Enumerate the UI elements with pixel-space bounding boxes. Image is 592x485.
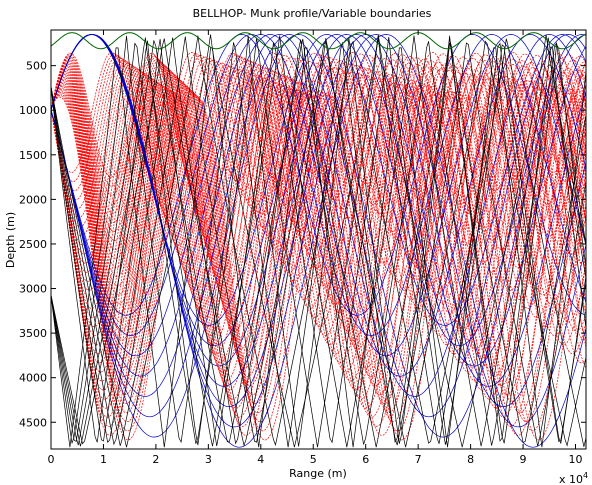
ray-line: [51, 55, 586, 196]
ray-line: [51, 80, 586, 346]
ray-line: [51, 34, 586, 448]
y-tick-label: 2000: [19, 193, 47, 206]
x-tick-label: 2: [152, 453, 159, 466]
y-axis-label: Depth (m): [4, 212, 17, 268]
ray-line: [51, 54, 586, 187]
ray-line: [51, 36, 586, 447]
chart-title: BELLHOP- Munk profile/Variable boundarie…: [193, 7, 432, 20]
x-exponent-label: x 104: [559, 471, 588, 485]
x-axis-label: Range (m): [289, 467, 347, 480]
x-tick-label: 6: [362, 453, 369, 466]
y-tick-label: 500: [26, 60, 47, 73]
ray-line: [51, 72, 586, 296]
x-tick-label: 0: [48, 453, 55, 466]
ray-line: [51, 85, 586, 373]
ray-line: [51, 65, 586, 255]
ray-line: [51, 38, 586, 448]
y-tick-label: 1500: [19, 149, 47, 162]
ray-line: [51, 34, 586, 407]
axes: 0 1 2 3 4 5 6 7 8 9 10 500 1000 1500 2000 2500 3000 3500 4…: [19, 29, 587, 466]
series-2: [51, 34, 586, 448]
ray-line: [51, 34, 586, 367]
y-tick-label: 3500: [19, 327, 47, 340]
axes-box: [50, 29, 587, 450]
ray-line: [51, 87, 586, 387]
ray-line: [51, 34, 586, 316]
x-tick-label: 1: [100, 453, 107, 466]
ray-line: [51, 47, 586, 448]
ray-line: [51, 73, 586, 305]
plot-area: [51, 32, 586, 448]
ray-line: [51, 94, 586, 427]
y-tick-label: 2500: [19, 238, 47, 251]
x-tick-label: 8: [467, 453, 474, 466]
ray-line: [51, 86, 586, 382]
ray-line: [51, 57, 586, 210]
ray-line: [51, 34, 586, 357]
ray-line: [51, 38, 586, 448]
y-tick-label: 4000: [19, 372, 47, 385]
surface-boundary-line: [51, 32, 586, 50]
ray-line: [51, 81, 586, 350]
ray-line: [51, 92, 586, 414]
y-tick-label: 1000: [19, 104, 47, 117]
ray-line: [51, 34, 586, 418]
x-tick-label: 9: [520, 453, 527, 466]
ray-line: [51, 34, 586, 397]
ray-line: [51, 34, 586, 448]
ray-line: [51, 76, 586, 319]
ray-line: [51, 35, 586, 448]
x-tick-label: 10: [569, 453, 583, 466]
ray-line: [51, 83, 586, 364]
ray-line: [51, 34, 586, 387]
ray-line: [51, 93, 586, 423]
ray-line: [51, 34, 586, 336]
ray-line: [51, 95, 586, 432]
ray-line: [51, 37, 586, 446]
ray-line: [51, 34, 586, 428]
ray-line: [51, 78, 586, 332]
x-tick-label: 5: [310, 453, 317, 466]
x-tick-label: 3: [205, 453, 212, 466]
ray-line: [51, 79, 586, 337]
ray-line: [51, 36, 586, 447]
y-tick-label: 4500: [19, 416, 47, 429]
ray-line: [51, 64, 586, 246]
ray-line: [51, 34, 586, 438]
ray-line: [51, 63, 586, 241]
x-tick-label: 4: [257, 453, 264, 466]
ray-line: [51, 57, 586, 205]
x-tick-label: 7: [415, 453, 422, 466]
ray-line: [51, 88, 586, 391]
y-tick-label: 3000: [19, 283, 47, 296]
